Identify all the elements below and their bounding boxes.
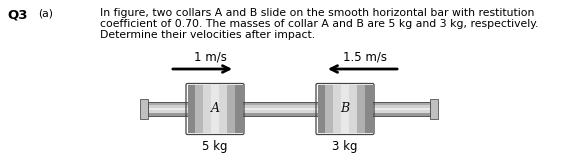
Bar [148,102,430,105]
Bar [349,85,357,133]
Text: Determine their velocities after impact.: Determine their velocities after impact. [100,30,315,40]
Text: B: B [340,102,349,116]
Text: 1.5 m/s: 1.5 m/s [343,50,387,63]
Text: In figure, two collars A and B slide on the smooth horizontal bar with restituti: In figure, two collars A and B slide on … [100,8,534,18]
Bar [148,102,430,116]
Bar [317,85,325,133]
Text: 5 kg: 5 kg [202,140,228,153]
Text: coefficient of 0.70. The masses of collar A and B are 5 kg and 3 kg, respectivel: coefficient of 0.70. The masses of colla… [100,19,538,29]
Bar [148,110,430,113]
Text: Q3: Q3 [7,8,27,21]
Bar [203,85,211,133]
Bar [235,85,243,133]
Bar [140,99,148,119]
Bar [357,85,364,133]
Bar [341,85,349,133]
Bar [364,85,372,133]
Text: (a): (a) [38,8,53,18]
Text: A: A [210,102,220,116]
Bar [219,85,227,133]
Bar [211,85,219,133]
Bar [148,108,430,110]
Bar [196,85,203,133]
Text: 3 kg: 3 kg [332,140,358,153]
Bar [148,105,430,108]
Bar [333,85,341,133]
Text: 1 m/s: 1 m/s [193,50,227,63]
Bar [188,85,196,133]
Bar [148,113,430,116]
Bar [430,99,438,119]
Bar [325,85,333,133]
Bar [227,85,235,133]
